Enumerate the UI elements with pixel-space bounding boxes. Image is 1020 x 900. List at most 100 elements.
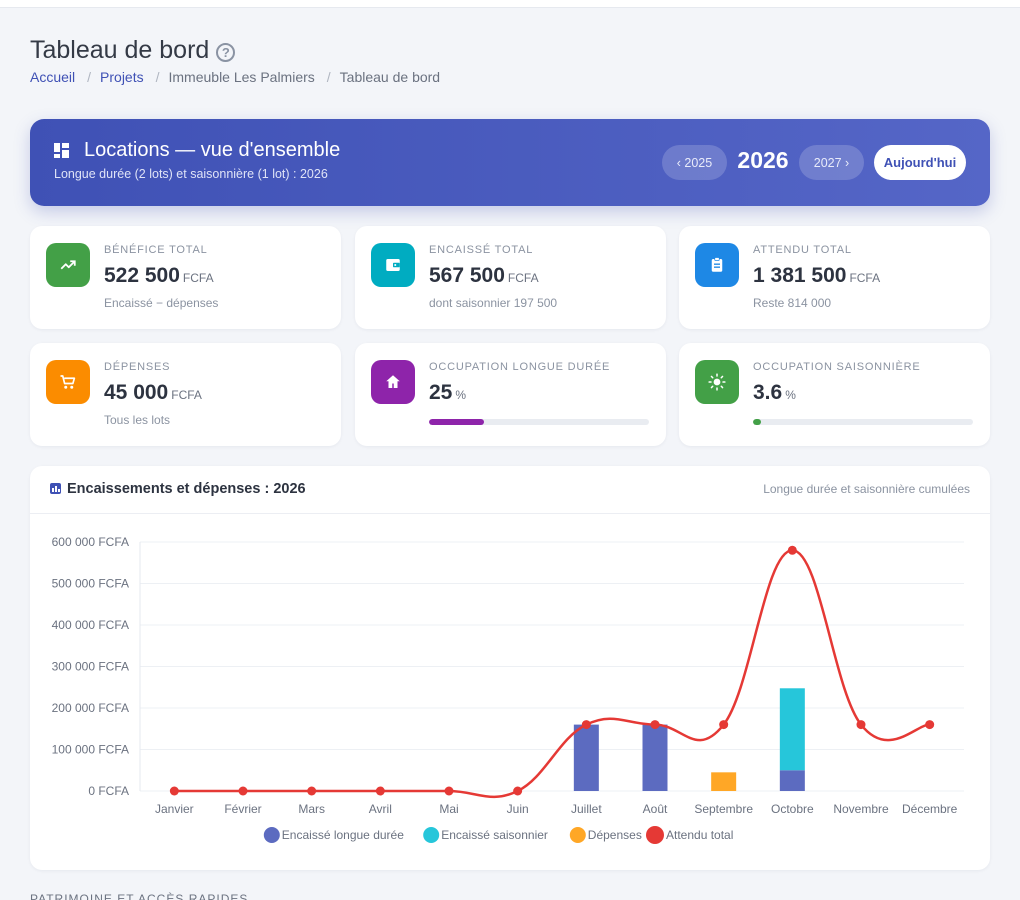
- progress-fill: [429, 419, 484, 425]
- legend-marker: [569, 827, 586, 843]
- y-tick-label: 600 000 FCFA: [52, 535, 129, 549]
- rentals-overview-banner: Locations — vue d'ensemble Longue durée …: [30, 119, 990, 206]
- kpi-subtext: Encaissé − dépenses: [104, 296, 219, 310]
- chart-note: Longue durée et saisonnière cumulées: [763, 482, 970, 496]
- section-heading-assets: Patrimoine et accès rapides: [30, 892, 249, 900]
- kpi-value: 1 381 500 FCFA: [753, 264, 881, 287]
- help-icon[interactable]: ?: [216, 42, 236, 62]
- line-attendu-total: [174, 549, 930, 799]
- previous-year-button[interactable]: ‹ 2025: [662, 145, 727, 180]
- x-tick-label: Décembre: [902, 802, 958, 816]
- x-tick-label: Juillet: [571, 802, 602, 816]
- banner-title: Locations — vue d'ensemble: [84, 139, 341, 161]
- kpi-card-expected: Attendu total 1 381 500 FCFA Reste 814 00…: [679, 226, 990, 329]
- line-point: [856, 720, 866, 730]
- x-tick-label: Février: [224, 802, 261, 816]
- kpi-card-long-term-occupancy: Occupation longue durée 25%: [355, 343, 666, 446]
- line-point: [307, 786, 317, 796]
- banner-subtitle: Longue durée (2 lots) et saisonnière (1 …: [54, 167, 328, 181]
- y-tick-label: 400 000 FCFA: [52, 618, 129, 632]
- line-point: [650, 720, 660, 730]
- kpi-value: 567 500 FCFA: [429, 264, 539, 287]
- income-expenses-chart-card: Encaissements et dépenses : 2026 Longue …: [30, 466, 990, 870]
- top-bar: [0, 0, 1020, 8]
- current-year: 2026: [737, 147, 789, 173]
- cart-icon: [46, 360, 90, 404]
- chart-header: Encaissements et dépenses : 2026 Longue …: [30, 466, 990, 514]
- breadcrumb-home[interactable]: Accueil: [30, 69, 76, 85]
- kpi-label: Encaissé total: [429, 244, 534, 256]
- x-tick-label: Juin: [507, 802, 529, 816]
- kpi-label: Occupation saisonnière: [753, 361, 921, 373]
- y-tick-label: 300 000 FCFA: [52, 660, 129, 674]
- line-point: [238, 786, 248, 796]
- kpi-value: 522 500 FCFA: [104, 264, 214, 287]
- kpi-card-collected: Encaissé total 567 500 FCFA dont saisonni…: [355, 226, 666, 329]
- kpi-subtext: Tous les lots: [104, 413, 171, 427]
- kpi-subtext: Reste 814 000: [753, 296, 832, 310]
- legend-label: Attendu total: [666, 828, 733, 842]
- x-tick-label: Janvier: [155, 802, 194, 816]
- bar-encaissé-longue-durée: [642, 724, 668, 791]
- breadcrumb-current: Tableau de bord: [339, 69, 441, 85]
- x-tick-label: Août: [643, 802, 668, 816]
- x-tick-label: Mars: [298, 802, 325, 816]
- breadcrumb-projects[interactable]: Projets: [100, 69, 144, 85]
- breadcrumb-separator: /: [155, 69, 160, 85]
- y-tick-label: 200 000 FCFA: [52, 701, 129, 715]
- legend-marker: [423, 827, 440, 843]
- legend-label: Dépenses: [588, 828, 642, 842]
- line-point: [513, 786, 523, 796]
- progress-fill: [753, 419, 761, 425]
- legend-marker: [646, 826, 664, 844]
- bar-dépenses: [711, 772, 737, 791]
- line-point: [925, 720, 935, 730]
- page-title-text: Tableau de bord: [30, 36, 210, 64]
- wallet-icon: [371, 243, 415, 287]
- chart-canvas: 0 FCFA 100 000 FCFA 200 000 FCFA 300 000 FC…: [52, 535, 964, 844]
- clipboard-icon: [695, 243, 739, 287]
- breadcrumb: Accueil / Projets / Immeuble Les Palmier…: [30, 69, 440, 85]
- kpi-value: 3.6%: [753, 381, 796, 404]
- line-point: [581, 720, 591, 730]
- legend-label: Encaissé longue durée: [282, 828, 404, 842]
- dashboard-icon: [54, 143, 69, 158]
- kpi-value: 45 000 FCFA: [104, 381, 202, 404]
- y-tick-label: 500 000 FCFA: [52, 577, 129, 591]
- breadcrumb-separator: /: [87, 69, 92, 85]
- page-title: Tableau de bord ?: [30, 36, 236, 65]
- x-tick-label: Avril: [369, 802, 392, 816]
- line-point: [719, 720, 729, 730]
- breadcrumb-separator: /: [326, 69, 331, 85]
- legend-label: Encaissé saisonnier: [441, 828, 548, 842]
- line-point: [444, 786, 454, 796]
- bar-encaissé-longue-durée: [779, 770, 805, 791]
- kpi-label: Attendu total: [753, 244, 852, 256]
- x-tick-label: Septembre: [694, 802, 753, 816]
- x-tick-label: Mai: [439, 802, 458, 816]
- occupancy-progress-bar: [429, 419, 649, 425]
- line-point: [787, 545, 797, 555]
- line-point: [169, 786, 179, 796]
- kpi-label: Occupation longue durée: [429, 361, 611, 373]
- occupancy-progress-bar: [753, 419, 973, 425]
- home-icon: [371, 360, 415, 404]
- line-point: [375, 786, 385, 796]
- today-button[interactable]: Aujourd'hui: [874, 145, 966, 180]
- legend-marker: [263, 827, 280, 843]
- next-year-button[interactable]: 2027 ›: [799, 145, 864, 180]
- sun-icon: [695, 360, 739, 404]
- kpi-card-seasonal-occupancy: Occupation saisonnière 3.6%: [679, 343, 990, 446]
- breadcrumb-building: Immeuble Les Palmiers: [168, 69, 315, 85]
- kpi-value: 25%: [429, 381, 467, 404]
- kpi-card-profit: Bénéfice total 522 500 FCFA Encaissé − dé…: [30, 226, 341, 329]
- bar-encaissé-saisonnier: [779, 688, 805, 771]
- bar-chart-icon: [50, 483, 61, 494]
- kpi-label: Bénéfice total: [104, 244, 208, 256]
- kpi-subtext: dont saisonnier 197 500: [429, 296, 558, 310]
- kpi-card-expenses: Dépenses 45 000 FCFA Tous les lots: [30, 343, 341, 446]
- y-tick-label: 100 000 FCFA: [52, 743, 129, 757]
- bar-encaissé-longue-durée: [573, 724, 599, 791]
- x-tick-label: Novembre: [833, 802, 889, 816]
- trending-up-icon: [46, 243, 90, 287]
